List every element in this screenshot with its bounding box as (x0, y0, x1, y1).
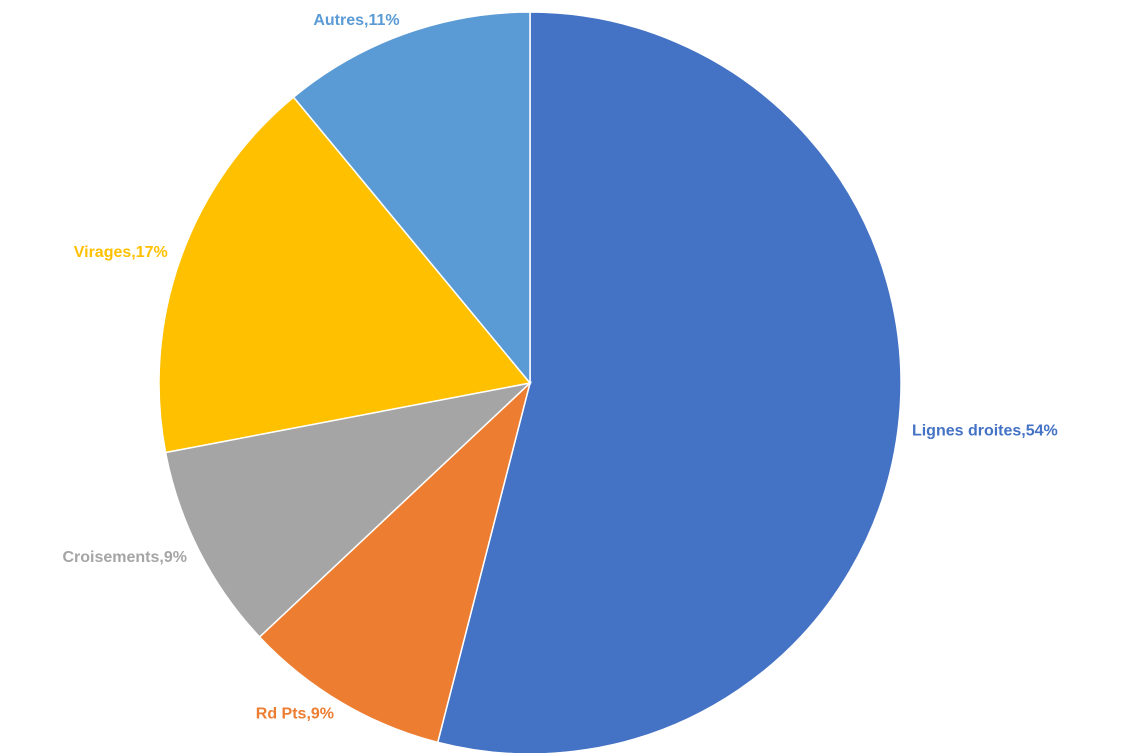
data-label: Rd Pts,9% (256, 706, 334, 723)
data-label: Autres,11% (313, 12, 399, 29)
data-label: Croisements,9% (62, 549, 187, 566)
pie-slice (158, 96, 532, 454)
pie-slice (292, 11, 531, 386)
data-label: Virages,17% (74, 244, 168, 261)
data-label: Lignes droites,54% (912, 422, 1058, 439)
pie-slice (436, 11, 902, 753)
pie-slice (258, 380, 532, 744)
pie-slice (164, 381, 533, 639)
